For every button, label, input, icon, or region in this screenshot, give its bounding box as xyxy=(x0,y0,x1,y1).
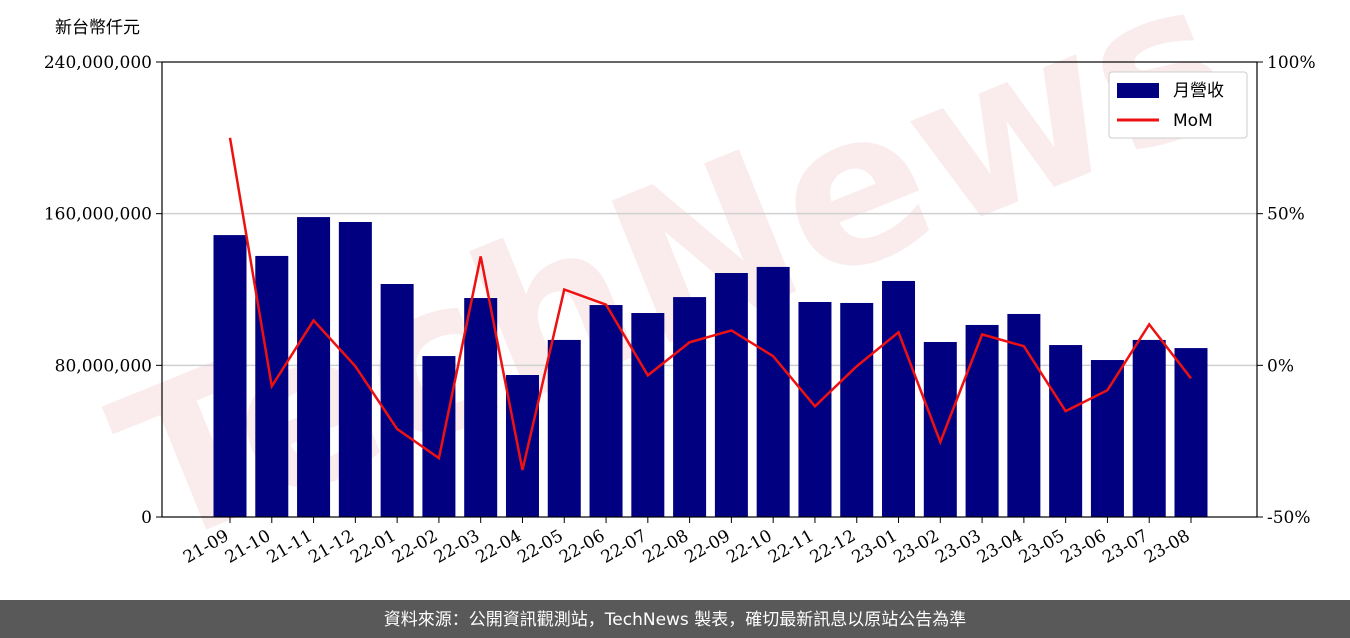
legend-label: MoM xyxy=(1173,111,1213,131)
x-tick-label: 22-10 xyxy=(723,526,775,568)
y2-tick-label: 50% xyxy=(1267,205,1305,225)
x-tick-label: 22-09 xyxy=(681,526,733,568)
bar xyxy=(505,375,539,517)
x-tick-label: 22-03 xyxy=(431,526,483,568)
y-axis-label: 新台幣仟元 xyxy=(55,18,140,38)
x-tick-label: 23-05 xyxy=(1016,526,1068,568)
x-tick-label: 22-11 xyxy=(765,526,817,568)
plot-frame xyxy=(161,61,1258,518)
y-tick-label: 240,000,000 xyxy=(44,53,152,73)
x-tick-label: 22-06 xyxy=(556,526,608,568)
bar xyxy=(1090,360,1124,517)
bar xyxy=(297,217,331,517)
bar xyxy=(756,266,790,517)
x-tick-label: 23-01 xyxy=(849,526,901,568)
x-tick-label: 22-04 xyxy=(473,526,525,568)
bar xyxy=(422,356,456,517)
x-tick-label: 22-01 xyxy=(347,526,399,568)
line xyxy=(228,137,1192,471)
bar xyxy=(631,313,665,517)
x-tick-label: 22-05 xyxy=(514,526,566,568)
bar xyxy=(464,298,498,517)
legend-label: 月營收 xyxy=(1173,81,1224,101)
footer-text: 資料來源：公開資訊觀測站，TechNews 製表，確切最新訊息以原站公告為準 xyxy=(384,610,966,630)
x-tick-label: 23-06 xyxy=(1057,526,1109,568)
footer-bar xyxy=(0,600,1350,638)
bar xyxy=(1132,339,1166,517)
x-tick-label: 22-12 xyxy=(807,526,859,568)
bar xyxy=(840,302,874,517)
bar xyxy=(380,284,414,517)
y-tick-label: 0 xyxy=(141,508,152,528)
bar xyxy=(1174,348,1208,517)
y2-tick-label: -50% xyxy=(1267,508,1311,528)
x-tick-label: 23-08 xyxy=(1141,526,1193,568)
bar xyxy=(798,302,832,517)
y-tick-label: 160,000,000 xyxy=(44,205,152,225)
bar xyxy=(923,342,957,517)
bar xyxy=(589,305,623,517)
bar xyxy=(1049,345,1083,517)
x-tick-label: 23-07 xyxy=(1099,526,1151,568)
y-tick-label: 80,000,000 xyxy=(55,356,152,376)
x-tick-label: 22-07 xyxy=(598,526,650,568)
bar xyxy=(1007,313,1041,517)
bar xyxy=(673,297,707,517)
x-tick-label: 23-03 xyxy=(932,526,984,568)
x-tick-label: 22-08 xyxy=(640,526,692,568)
y2-tick-label: 0% xyxy=(1267,356,1294,376)
legend-swatch xyxy=(1117,83,1159,98)
bar xyxy=(965,324,999,517)
bar xyxy=(714,273,748,517)
y2-tick-label: 100% xyxy=(1267,53,1316,73)
bar xyxy=(213,235,247,517)
x-tick-label: 23-02 xyxy=(890,526,942,568)
bar xyxy=(882,280,916,517)
bar xyxy=(547,339,581,517)
bar xyxy=(338,222,372,517)
x-tick-label: 22-02 xyxy=(389,526,441,568)
x-tick-label: 23-04 xyxy=(974,526,1026,568)
